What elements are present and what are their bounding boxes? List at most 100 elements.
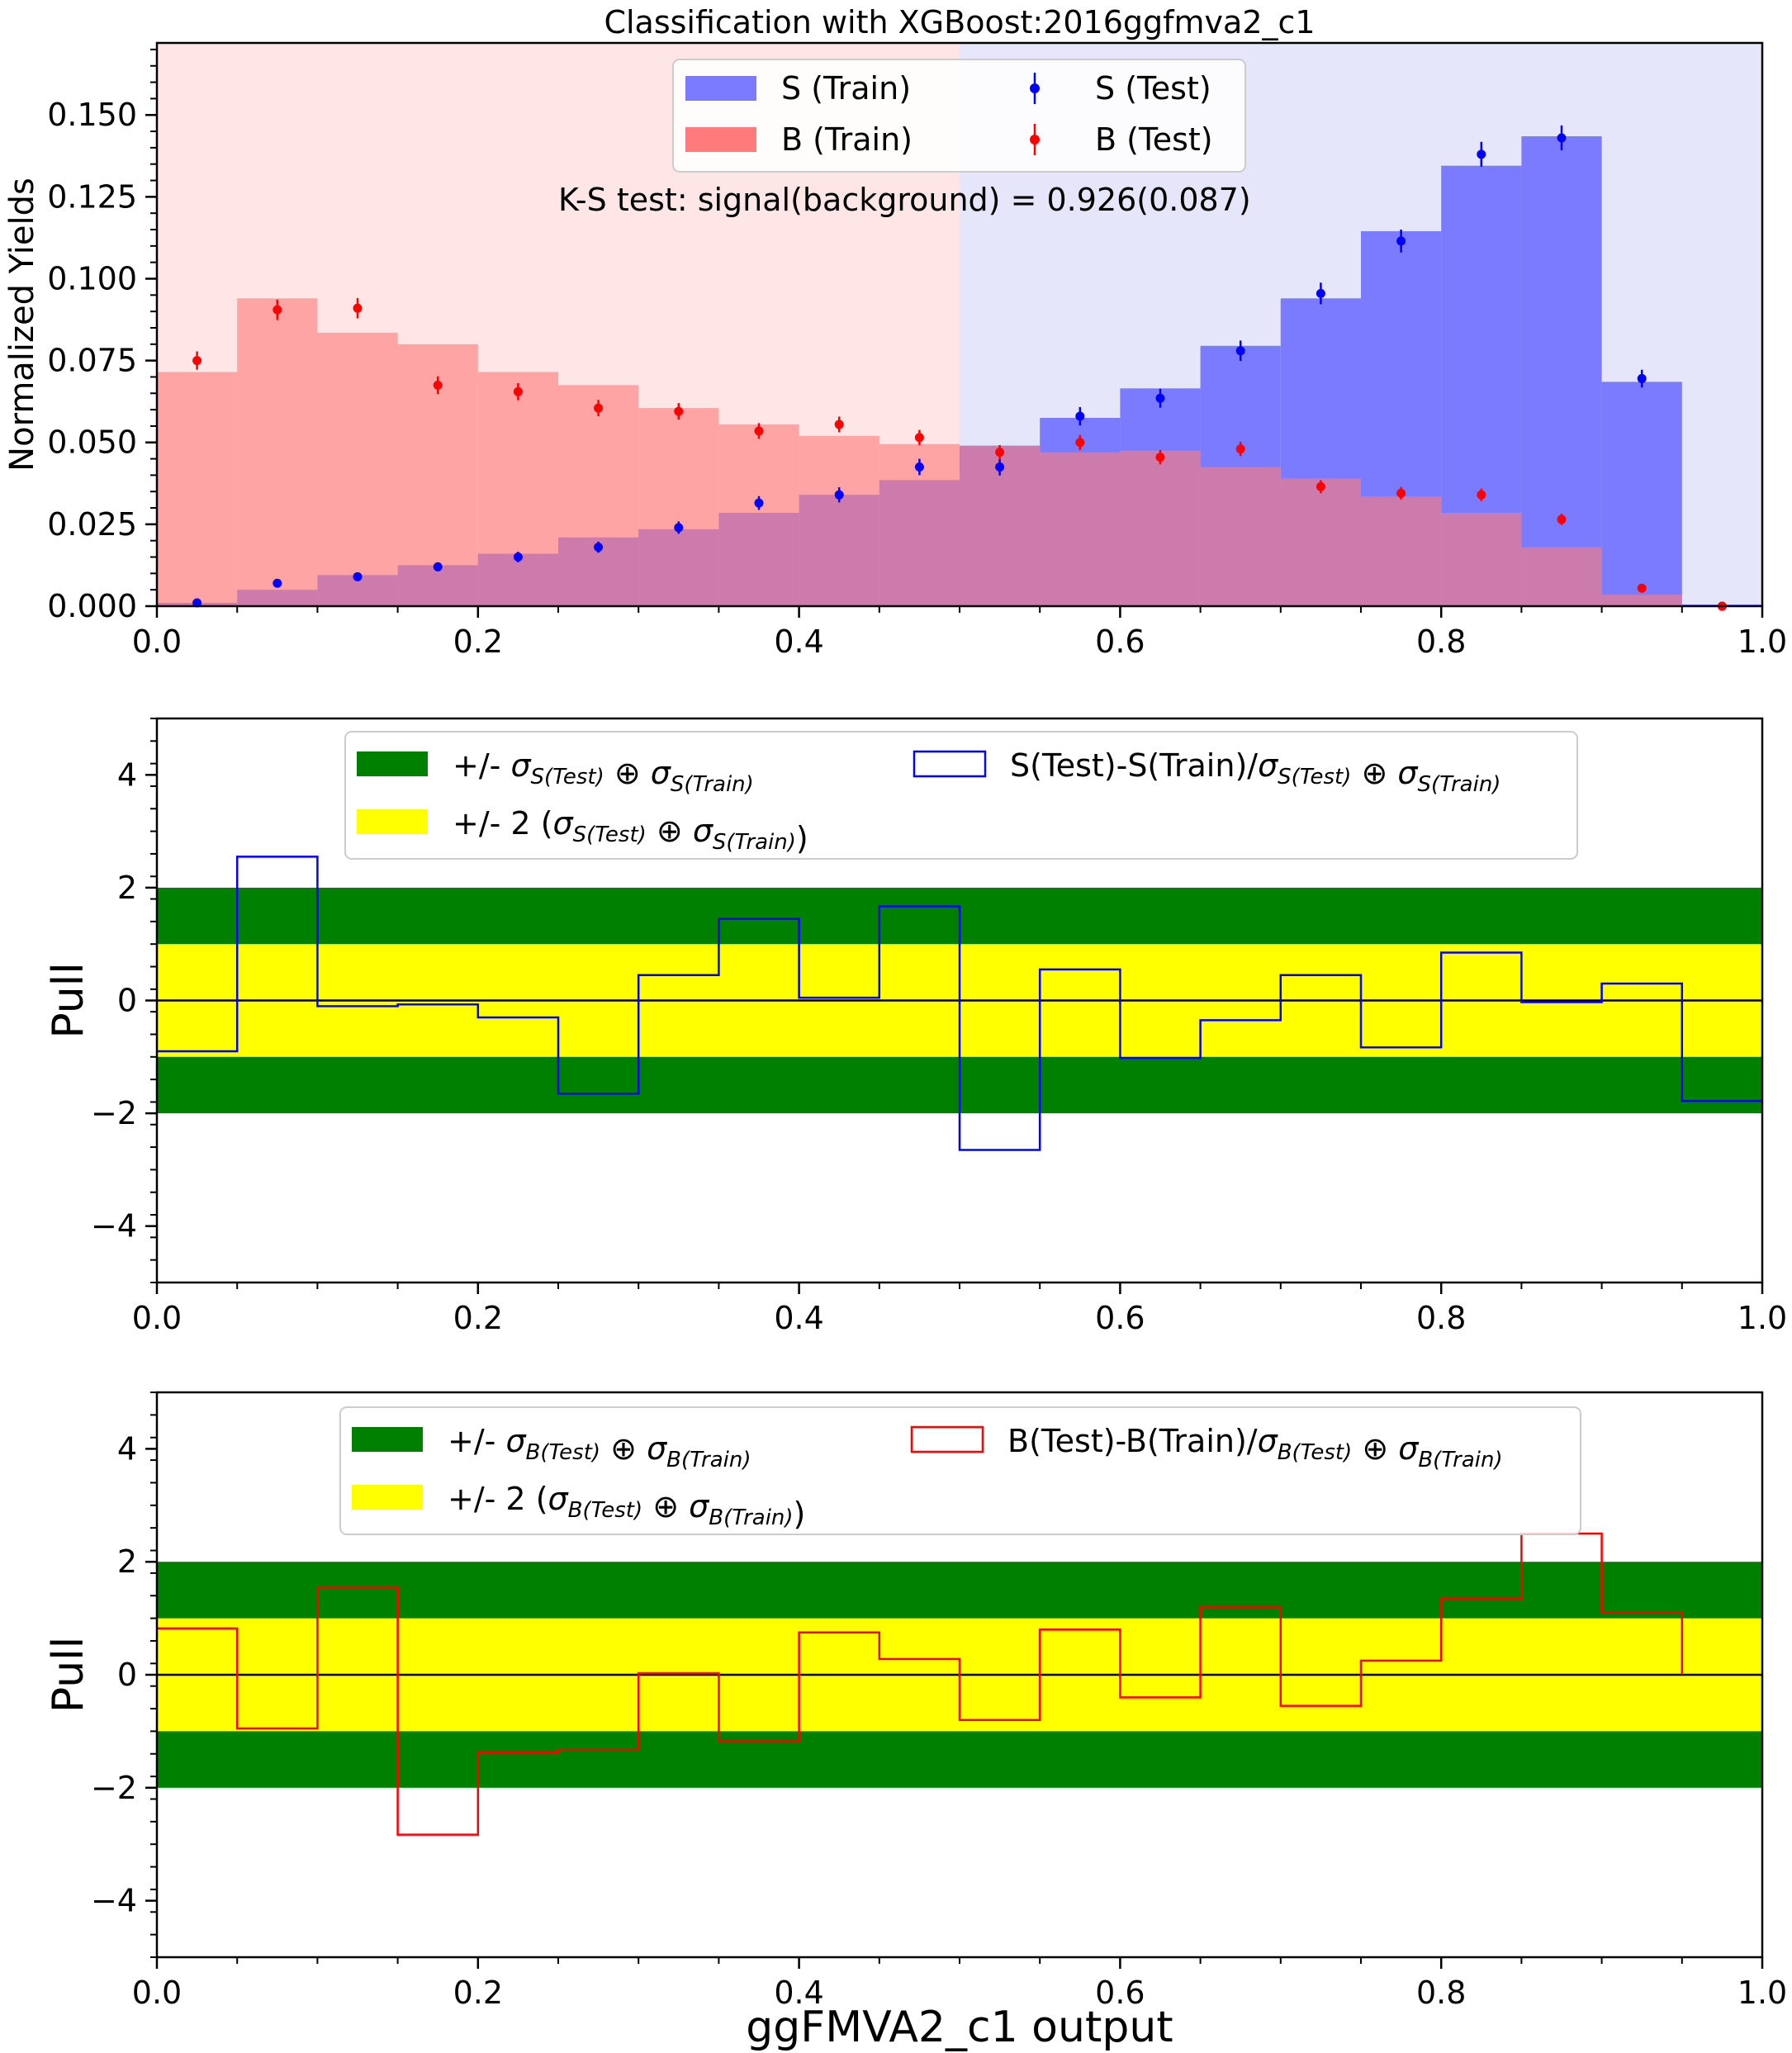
signal-test-point [594, 543, 604, 552]
x-tick-label: 0.4 [774, 623, 823, 660]
legend-subscript: B(Test) [568, 1498, 643, 1523]
signal-test-point [433, 562, 443, 571]
axis-ticks: 0.0 0.2 0.4 0.6 0.8 1.0 −4 −2 0 2 4 [91, 718, 1787, 1336]
legend-swatch-background-pull [910, 1425, 984, 1453]
background-train-bar [1521, 547, 1602, 606]
background-test-point [273, 305, 282, 315]
background-test-point [594, 403, 604, 413]
background-test-point [914, 433, 924, 443]
legend-subscript: B(Train) [1418, 1448, 1502, 1472]
legend-sigma: σ [647, 1430, 668, 1467]
background-train-bar [1120, 450, 1201, 606]
y-tick-label: 4 [117, 1430, 137, 1467]
legend-swatch-1sigma [357, 752, 428, 776]
background-train-bar [317, 332, 398, 606]
background-pull-panel: 0.0 0.2 0.4 0.6 0.8 1.0 −4 −2 0 2 4 Pull ggFMVA2_c… [44, 1391, 1787, 2052]
signal-test-point [273, 578, 282, 588]
y-tick-label: 0.025 [47, 506, 137, 543]
x-tick-label: 1.0 [1737, 623, 1787, 660]
legend-subscript: B(Test) [526, 1440, 601, 1465]
y-tick-label: 0 [117, 1657, 137, 1693]
legend-subscript: S(Train) [671, 772, 754, 797]
x-tick-label: 0.6 [1095, 1975, 1145, 2011]
legend-label-2sigma: +/- 2 (σS(Test) ⊕ σS(Train)) [453, 805, 808, 856]
signal-test-point [1396, 236, 1406, 246]
legend-text-part: ⊕ [1352, 1430, 1398, 1467]
signal-test-point [914, 462, 924, 472]
signal-pull-step [157, 856, 1762, 1151]
y-tick-label: 2 [117, 870, 137, 906]
axis-ticks: 0.0 0.2 0.4 0.6 0.8 1.0 −4 −2 0 2 4 [91, 1392, 1787, 2011]
x-tick-label: 0.6 [1095, 623, 1145, 660]
signal-test-point [1235, 346, 1245, 356]
background-train-bar [558, 385, 639, 606]
signal-test-point [513, 552, 523, 562]
legend-label-s-test: S (Test) [1095, 70, 1211, 107]
background-train-bar [237, 298, 318, 606]
x-tick-label: 0.0 [132, 1975, 182, 2011]
signal-test-point [1557, 133, 1567, 143]
legend-sigma: σ [510, 747, 532, 784]
legend-subscript: S(Test) [531, 765, 604, 789]
legend-swatch-1sigma [352, 1427, 423, 1452]
background-train-bar [1280, 478, 1361, 606]
legend-swatch-b-train [685, 127, 756, 152]
legend-text-part: ) [796, 820, 808, 856]
legend-sigma: σ [1258, 1423, 1279, 1459]
y-tick-label: −2 [91, 1770, 137, 1806]
signal-test-point [1637, 373, 1647, 383]
background-test-point [674, 406, 684, 416]
x-tick-label: 0.2 [453, 1300, 503, 1336]
background-test-point [353, 303, 363, 313]
chart-title: Classification with XGBoost:2016ggfmva2_… [604, 4, 1315, 40]
background-train-bar [157, 372, 238, 606]
legend-label-1sigma: +/- σB(Test) ⊕ σB(Train) [448, 1423, 751, 1472]
legend-marker-b-test [1030, 124, 1040, 155]
y-axis-label: Pull [44, 962, 93, 1038]
background-test-point [1075, 438, 1085, 448]
signal-train-bar [1521, 136, 1602, 607]
background-test-point [1396, 488, 1406, 498]
legend-swatch-s-train [685, 76, 756, 101]
legend-sigma: σ [548, 1481, 570, 1517]
legend-sigma: σ [651, 755, 672, 791]
x-tick-label: 0.8 [1416, 1300, 1466, 1336]
legend-text-part: +/- [453, 747, 510, 784]
y-tick-label: 0.125 [47, 178, 137, 215]
x-tick-label: 0.6 [1095, 1300, 1145, 1336]
y-tick-label: 0.100 [47, 260, 137, 296]
background-test-point [192, 356, 202, 366]
legend-sigma: σ [1258, 747, 1279, 784]
x-tick-label: 1.0 [1737, 1300, 1787, 1336]
legend-label-signal-pull: S(Test)-S(Train)/σS(Test) ⊕ σS(Train) [1010, 747, 1500, 797]
legend-sigma: σ [505, 1423, 527, 1459]
signal-test-point [674, 523, 684, 533]
legend-subscript: S(Test) [1278, 765, 1351, 789]
legend-label-background-pull: B(Test)-B(Train)/σB(Test) ⊕ σB(Train) [1007, 1423, 1503, 1472]
background-test-point [995, 448, 1005, 458]
legend-swatch-2sigma [352, 1485, 423, 1510]
background-train-bar [1441, 512, 1522, 606]
legend-text-part: +/- [448, 1423, 505, 1459]
y-tick-label: 0 [117, 983, 137, 1019]
legend-sigma: σ [1397, 755, 1419, 791]
signal-test-point [754, 498, 764, 508]
signal-test-point [1316, 288, 1325, 298]
legend-text-part: ⊕ [600, 1430, 647, 1467]
legend: S (Train) B (Train) S (Test) B (Test) [672, 59, 1246, 173]
background-train-bar [718, 424, 799, 606]
background-test-point [1235, 444, 1245, 454]
legend-text-part: ⊕ [604, 755, 651, 791]
legend-label-1sigma: +/- σS(Test) ⊕ σS(Train) [453, 747, 754, 797]
legend-sigma: σ [689, 1488, 710, 1524]
background-test-point [1637, 583, 1647, 593]
legend-subscript: S(Test) [573, 823, 647, 847]
legend-subscript: S(Train) [1417, 772, 1500, 797]
legend-text-part: B(Test)-B(Train)/ [1007, 1423, 1258, 1459]
signal-test-point [1477, 149, 1486, 159]
legend-swatch-2sigma [357, 809, 428, 834]
background-pull-step [157, 1532, 1684, 1836]
y-tick-label: 0.150 [47, 97, 137, 133]
